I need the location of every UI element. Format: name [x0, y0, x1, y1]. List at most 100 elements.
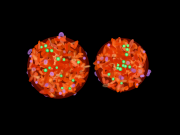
Ellipse shape [140, 68, 143, 75]
Ellipse shape [47, 90, 53, 97]
Ellipse shape [56, 66, 61, 69]
Ellipse shape [117, 83, 120, 92]
Ellipse shape [134, 74, 141, 82]
Ellipse shape [49, 88, 53, 92]
Ellipse shape [35, 73, 37, 76]
Ellipse shape [106, 47, 110, 50]
Ellipse shape [69, 88, 70, 89]
Ellipse shape [69, 84, 75, 90]
Ellipse shape [138, 47, 140, 53]
Ellipse shape [65, 74, 68, 75]
Ellipse shape [52, 44, 57, 47]
Ellipse shape [36, 60, 41, 64]
Ellipse shape [123, 61, 124, 62]
Ellipse shape [102, 63, 108, 67]
Ellipse shape [51, 68, 53, 72]
Ellipse shape [42, 66, 44, 67]
Ellipse shape [53, 66, 63, 68]
Ellipse shape [118, 54, 124, 63]
Ellipse shape [31, 66, 36, 67]
Ellipse shape [30, 63, 32, 68]
Ellipse shape [132, 74, 137, 77]
Ellipse shape [65, 44, 67, 52]
Ellipse shape [52, 70, 57, 78]
Ellipse shape [58, 78, 60, 81]
Ellipse shape [53, 67, 55, 72]
Ellipse shape [38, 58, 48, 63]
Ellipse shape [125, 44, 126, 47]
Ellipse shape [143, 75, 144, 77]
Ellipse shape [106, 57, 108, 61]
Ellipse shape [102, 75, 104, 76]
Ellipse shape [113, 45, 114, 48]
Ellipse shape [57, 58, 59, 60]
Ellipse shape [121, 62, 125, 67]
Ellipse shape [113, 40, 115, 46]
Ellipse shape [123, 67, 125, 69]
Ellipse shape [69, 51, 71, 58]
Ellipse shape [59, 92, 61, 94]
Ellipse shape [117, 41, 119, 46]
Ellipse shape [30, 56, 31, 57]
Ellipse shape [59, 67, 65, 70]
Ellipse shape [72, 67, 77, 72]
Ellipse shape [130, 49, 133, 51]
Ellipse shape [131, 42, 133, 44]
Ellipse shape [141, 75, 142, 77]
Ellipse shape [51, 47, 54, 53]
Ellipse shape [122, 63, 123, 64]
Ellipse shape [125, 63, 128, 67]
Ellipse shape [121, 62, 123, 65]
Ellipse shape [52, 68, 56, 74]
Ellipse shape [28, 67, 35, 69]
Ellipse shape [51, 50, 53, 52]
Ellipse shape [52, 70, 56, 74]
Ellipse shape [66, 69, 69, 75]
Ellipse shape [140, 54, 143, 57]
Ellipse shape [133, 52, 135, 55]
Ellipse shape [46, 85, 51, 87]
Ellipse shape [78, 55, 80, 61]
Ellipse shape [37, 76, 40, 79]
Ellipse shape [109, 51, 112, 54]
Ellipse shape [119, 73, 122, 76]
Ellipse shape [58, 65, 60, 70]
Ellipse shape [41, 65, 45, 67]
Ellipse shape [48, 77, 53, 84]
Ellipse shape [108, 73, 110, 75]
Ellipse shape [122, 42, 123, 44]
Ellipse shape [114, 59, 117, 67]
Ellipse shape [130, 72, 131, 73]
Ellipse shape [65, 83, 71, 89]
Ellipse shape [69, 85, 71, 90]
Ellipse shape [121, 65, 122, 67]
Ellipse shape [126, 64, 130, 66]
Ellipse shape [134, 60, 138, 62]
Ellipse shape [118, 65, 123, 68]
Ellipse shape [46, 42, 50, 47]
Ellipse shape [69, 64, 73, 68]
Ellipse shape [119, 68, 122, 70]
Ellipse shape [118, 43, 121, 52]
Ellipse shape [31, 52, 37, 55]
Ellipse shape [134, 72, 136, 75]
Ellipse shape [125, 65, 127, 69]
Ellipse shape [102, 59, 105, 60]
Ellipse shape [118, 61, 125, 65]
Ellipse shape [59, 63, 62, 65]
Ellipse shape [60, 61, 68, 63]
Ellipse shape [115, 71, 124, 75]
Ellipse shape [49, 78, 52, 82]
Ellipse shape [121, 41, 124, 45]
Ellipse shape [127, 62, 129, 64]
Ellipse shape [112, 59, 120, 61]
Ellipse shape [36, 59, 39, 60]
Ellipse shape [141, 70, 144, 72]
Ellipse shape [98, 61, 99, 63]
Ellipse shape [130, 82, 132, 86]
Ellipse shape [126, 40, 128, 45]
Ellipse shape [59, 37, 60, 38]
Ellipse shape [53, 61, 57, 66]
Ellipse shape [31, 69, 33, 75]
Ellipse shape [120, 64, 122, 68]
